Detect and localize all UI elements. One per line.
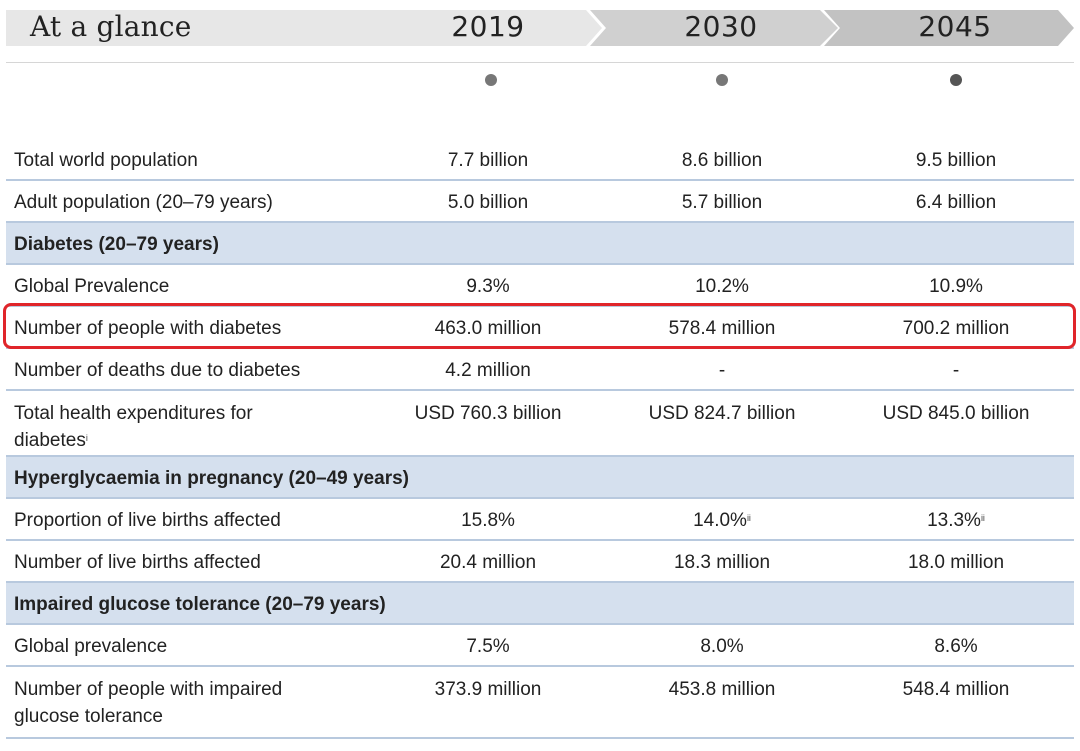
header-arrows bbox=[6, 10, 1074, 46]
cell-2045: 9.5 billion bbox=[915, 150, 997, 171]
section-header-row: Diabetes (20–79 years) bbox=[6, 223, 1074, 265]
cell-2019: USD 760.3 billion bbox=[414, 403, 562, 424]
cell-2030: 14.0%ii bbox=[612, 507, 832, 534]
cell-2045: 6.4 billion bbox=[915, 192, 997, 213]
row-label: Total world population bbox=[14, 150, 198, 171]
row-label: Number of deaths due to diabetes bbox=[14, 360, 301, 381]
page-title: At a glance bbox=[30, 10, 192, 43]
cell-value: 14.0% bbox=[693, 510, 747, 531]
cell-2030: - bbox=[718, 360, 726, 381]
footnote-marker: ii bbox=[980, 513, 985, 523]
header-band-segment-2019 bbox=[6, 10, 602, 46]
cell-2019: 7.7 billion bbox=[447, 150, 529, 171]
footnote-marker: i bbox=[85, 433, 88, 443]
section-header-row: Hyperglycaemia in pregnancy (20–49 years… bbox=[6, 457, 1074, 499]
header-band-segment-2030 bbox=[590, 10, 838, 46]
row-label: Global prevalence bbox=[14, 636, 168, 657]
cell-2045: 700.2 million bbox=[902, 318, 1010, 339]
cell-2030: 10.2% bbox=[695, 276, 749, 297]
row-label: Global Prevalence bbox=[14, 276, 170, 297]
cell-2045: 548.4 million bbox=[902, 679, 1010, 700]
cell-2045: 10.9% bbox=[929, 276, 983, 297]
row-label: Number of people with impaired glucose t… bbox=[14, 679, 283, 727]
cell-2019: 463.0 million bbox=[434, 318, 542, 339]
timeline-dot-2030 bbox=[716, 74, 728, 86]
cell-2030: 8.0% bbox=[700, 636, 744, 657]
timeline-dot-2019 bbox=[485, 74, 497, 86]
row-label-text: Total health expenditures for diabetes bbox=[14, 403, 253, 451]
table-row: Global prevalence 7.5% 8.0% 8.6% bbox=[6, 625, 1074, 667]
row-label: Number of live births affected bbox=[14, 552, 261, 573]
table-row: Number of live births affected 20.4 mill… bbox=[6, 541, 1074, 583]
table-row: Adult population (20–79 years) 5.0 billi… bbox=[6, 181, 1074, 223]
cell-2045: - bbox=[952, 360, 960, 381]
cell-2019: 373.9 million bbox=[434, 679, 542, 700]
cell-2019: 9.3% bbox=[466, 276, 510, 297]
cell-2019: 4.2 million bbox=[445, 360, 531, 381]
cell-2045: 18.0 million bbox=[907, 552, 1005, 573]
cell-2030: 8.6 billion bbox=[681, 150, 763, 171]
section-title: Diabetes (20–79 years) bbox=[14, 234, 219, 255]
table-row: Total world population 7.7 billion 8.6 b… bbox=[6, 139, 1074, 181]
table-row: Total health expenditures for diabetesi … bbox=[6, 391, 1074, 457]
cell-2030: 453.8 million bbox=[668, 679, 776, 700]
year-2019-heading: 2019 bbox=[451, 10, 525, 43]
table-row: Global Prevalence 9.3% 10.2% 10.9% bbox=[6, 265, 1074, 307]
year-2045-heading: 2045 bbox=[918, 10, 992, 43]
cell-2045: USD 845.0 billion bbox=[882, 403, 1030, 424]
highlight-box bbox=[3, 303, 1076, 349]
header-band-segment-2045 bbox=[824, 10, 1074, 46]
cell-2019: 15.8% bbox=[461, 510, 515, 531]
table-row: Number of people with impaired glucose t… bbox=[6, 667, 1074, 739]
header-band: At a glance 2019 2030 2045 bbox=[0, 0, 1080, 60]
timeline-dot-2045 bbox=[950, 74, 962, 86]
row-label: Adult population (20–79 years) bbox=[14, 192, 273, 213]
cell-2019: 20.4 million bbox=[439, 552, 537, 573]
cell-2030: 18.3 million bbox=[673, 552, 771, 573]
footnote-marker: ii bbox=[746, 513, 751, 523]
cell-2045: 8.6% bbox=[934, 636, 978, 657]
row-label: Number of people with diabetes bbox=[14, 318, 282, 339]
cell-2019: 7.5% bbox=[466, 636, 510, 657]
year-2030-heading: 2030 bbox=[684, 10, 758, 43]
cell-2045: 13.3%ii bbox=[846, 507, 1066, 534]
cell-2019: 5.0 billion bbox=[447, 192, 529, 213]
table-row: Number of deaths due to diabetes 4.2 mil… bbox=[6, 349, 1074, 391]
cell-2030: 5.7 billion bbox=[681, 192, 763, 213]
table-row: Proportion of live births affected 15.8%… bbox=[6, 499, 1074, 541]
header-divider bbox=[6, 62, 1074, 63]
section-header-row: Impaired glucose tolerance (20–79 years) bbox=[6, 583, 1074, 625]
row-label: Total health expenditures for diabetesi bbox=[14, 400, 304, 454]
section-title: Impaired glucose tolerance (20–79 years) bbox=[14, 594, 386, 615]
cell-2030: 578.4 million bbox=[668, 318, 776, 339]
cell-value: 13.3% bbox=[927, 510, 981, 531]
section-title: Hyperglycaemia in pregnancy (20–49 years… bbox=[14, 468, 409, 489]
cell-2030: USD 824.7 billion bbox=[648, 403, 796, 424]
row-label: Proportion of live births affected bbox=[14, 510, 281, 531]
